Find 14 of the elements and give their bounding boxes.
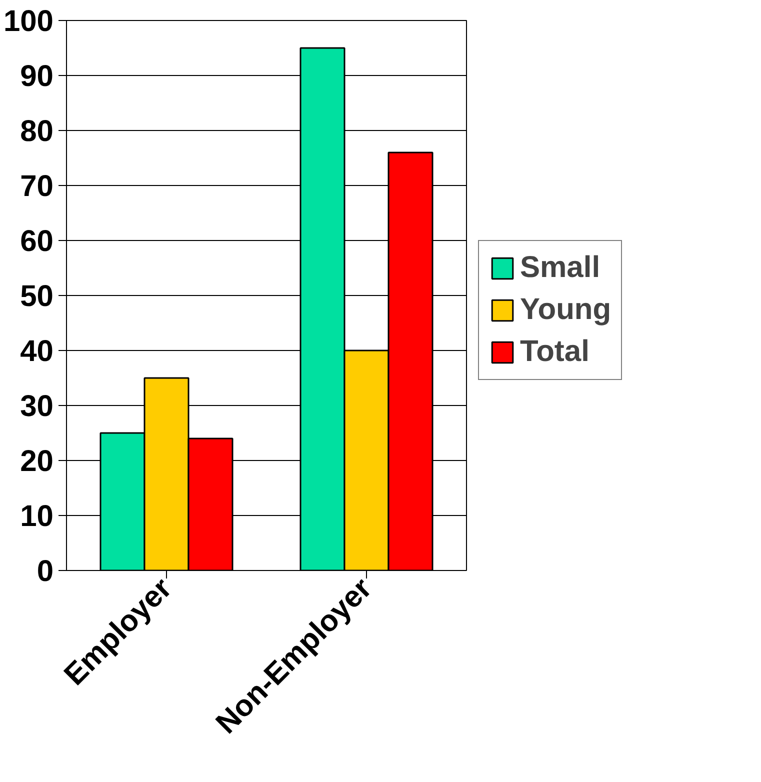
y-tick-label: 40 [20, 335, 54, 368]
legend-label: Total [520, 335, 590, 369]
legend-label: Young [520, 293, 612, 327]
y-tick-label: 90 [20, 60, 54, 93]
y-tick-label: 80 [20, 115, 54, 148]
legend-label: Small [520, 251, 600, 285]
y-tick-label: 50 [20, 280, 54, 313]
y-tick-label: 30 [20, 390, 54, 423]
y-tick-label: 100 [3, 5, 54, 38]
y-tick-label: 20 [20, 445, 54, 478]
y-tick-label: 10 [20, 500, 54, 533]
y-tick-label: 70 [20, 170, 54, 203]
y-tick-label: 0 [36, 555, 54, 588]
y-tick-label: 60 [20, 225, 54, 258]
